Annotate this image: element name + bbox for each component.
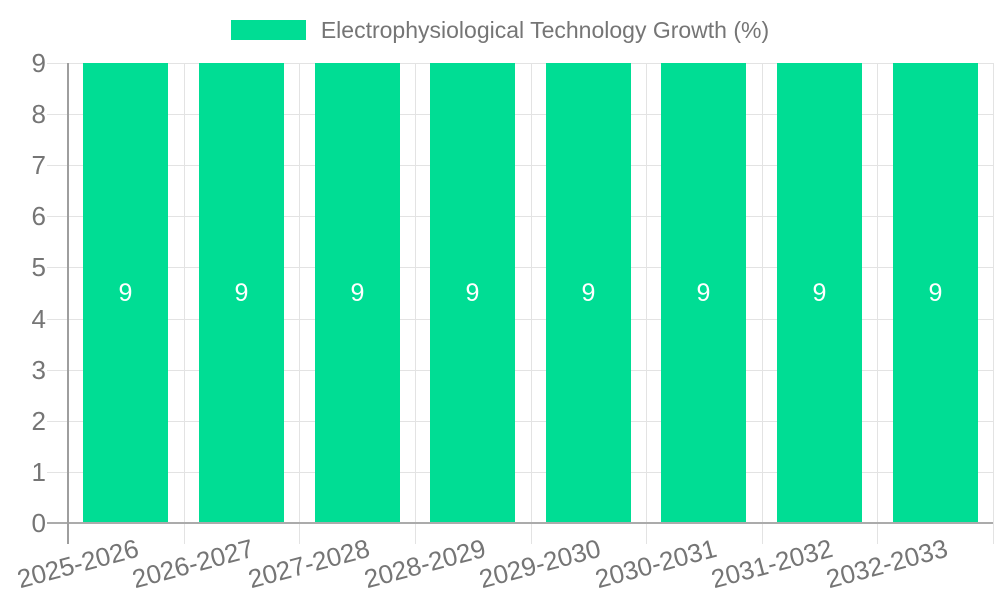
legend-swatch-icon <box>230 20 306 40</box>
gridline-vertical <box>993 63 994 544</box>
legend: Electrophysiological Technology Growth (… <box>0 16 1000 44</box>
bar-value-label: 9 <box>118 279 133 307</box>
legend-label: Electrophysiological Technology Growth (… <box>320 16 770 43</box>
bar-value-label: 9 <box>465 279 480 307</box>
y-tick-label: 8 <box>31 99 46 130</box>
plot-area: 9 9 9 9 9 9 9 9 <box>47 63 994 544</box>
bar-value-label: 9 <box>234 279 249 307</box>
gridline-vertical <box>299 63 300 544</box>
bar-2027-2028[interactable] <box>315 63 400 523</box>
gridline-vertical <box>415 63 416 544</box>
gridline-horizontal <box>47 370 993 371</box>
y-tick-label: 5 <box>31 252 46 283</box>
bar-value-label: 9 <box>928 279 943 307</box>
bar-2029-2030[interactable] <box>546 63 631 523</box>
gridline-horizontal <box>47 216 993 217</box>
gridline-horizontal <box>47 114 993 115</box>
gridline-horizontal <box>47 267 993 268</box>
y-tick-label: 2 <box>31 405 46 436</box>
y-tick-label: 0 <box>31 508 46 538</box>
gridline-horizontal <box>47 63 993 64</box>
y-tick-label: 3 <box>31 354 46 385</box>
y-tick-label: 4 <box>31 303 46 334</box>
bar-value-label: 9 <box>696 279 711 307</box>
x-axis-baseline <box>47 522 993 524</box>
gridline-horizontal <box>47 421 993 422</box>
gridline-vertical <box>877 63 878 544</box>
bar-2032-2033[interactable] <box>893 63 978 523</box>
gridline-vertical <box>646 63 647 544</box>
bar-2030-2031[interactable] <box>661 63 746 523</box>
bar-2026-2027[interactable] <box>199 63 284 523</box>
bar-value-label: 9 <box>812 279 827 307</box>
gridline-horizontal <box>47 472 993 473</box>
gridline-vertical <box>531 63 532 544</box>
y-tick-label: 6 <box>31 201 46 232</box>
gridline-horizontal <box>47 319 993 320</box>
y-tick-label: 1 <box>31 456 46 487</box>
gridline-horizontal <box>47 165 993 166</box>
bar-2028-2029[interactable] <box>430 63 515 523</box>
gridline-vertical <box>184 63 185 544</box>
y-axis-line <box>67 63 69 544</box>
gridline-vertical <box>762 63 763 544</box>
bar-2031-2032[interactable] <box>777 63 862 523</box>
y-tick-label: 7 <box>31 150 46 181</box>
bar-2025-2026[interactable] <box>83 63 168 523</box>
bar-value-label: 9 <box>581 279 596 307</box>
y-tick-label: 9 <box>31 48 46 78</box>
bar-value-label: 9 <box>350 279 365 307</box>
